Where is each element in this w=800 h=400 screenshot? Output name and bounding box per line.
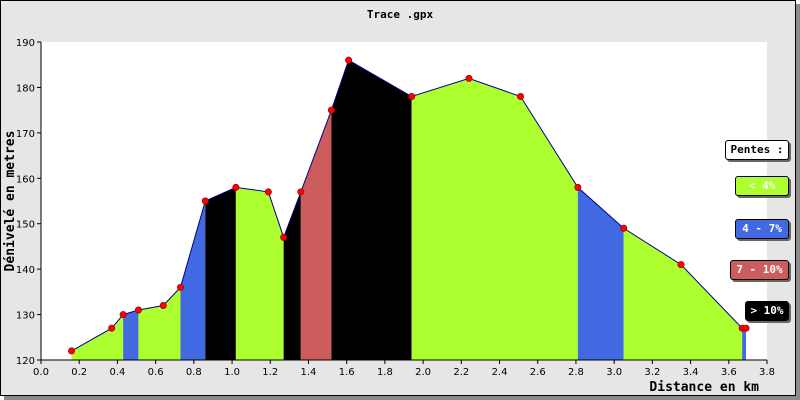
slope-segment xyxy=(577,187,624,360)
x-tick-label: 2.6 xyxy=(530,367,546,378)
point-markers xyxy=(68,56,750,355)
elevation-chart: Trace .gpx 0.0 0.2 0.4 0.6 0.8 1.0 1.2 1.4 1.6 1.… xyxy=(3,8,775,395)
x-axis-label: Distance en km xyxy=(649,380,759,395)
data-point xyxy=(297,188,305,196)
legend-title: Pentes : xyxy=(725,140,789,160)
x-tick-label: 3.0 xyxy=(606,367,622,378)
y-tick-label: 150 xyxy=(16,220,35,231)
data-point xyxy=(201,197,209,205)
y-tick-label: 130 xyxy=(16,311,35,322)
legend-item: < 4% xyxy=(735,176,789,196)
y-tick-label: 190 xyxy=(16,38,35,49)
x-ticks: 0.0 0.2 0.4 0.6 0.8 1.0 1.2 1.4 1.6 1.8 2.0 2.2 2.4 2… xyxy=(33,360,775,378)
x-tick-label: 2.2 xyxy=(453,367,469,378)
x-tick-label: 1.8 xyxy=(377,367,393,378)
data-point xyxy=(742,324,750,332)
chart-title: Trace .gpx xyxy=(367,8,434,21)
x-tick-label: 0.8 xyxy=(186,367,202,378)
slope-segment xyxy=(138,287,181,360)
slope-segment xyxy=(283,191,301,360)
x-tick-label: 2.0 xyxy=(415,367,431,378)
data-point xyxy=(280,233,288,241)
slope-segment xyxy=(235,187,284,360)
x-tick-label: 3.6 xyxy=(721,367,737,378)
data-point xyxy=(119,311,127,319)
x-tick-label: 3.8 xyxy=(759,367,775,378)
x-tick-label: 0.4 xyxy=(109,367,125,378)
x-tick-label: 0.0 xyxy=(33,367,49,378)
slope-segment xyxy=(623,228,743,360)
x-tick-label: 1.0 xyxy=(224,367,240,378)
y-tick-label: 170 xyxy=(16,129,35,140)
data-point xyxy=(264,188,272,196)
slope-segment xyxy=(411,78,578,360)
x-tick-label: 0.2 xyxy=(71,367,87,378)
x-tick-label: 1.4 xyxy=(301,367,317,378)
legend-item: > 10% xyxy=(745,301,789,321)
data-point xyxy=(677,261,685,269)
y-axis-label: Dénivelé en metres xyxy=(3,131,18,272)
x-tick-label: 1.6 xyxy=(339,367,355,378)
slope-segment xyxy=(123,310,139,360)
x-tick-label: 0.6 xyxy=(148,367,164,378)
data-point xyxy=(574,183,582,191)
y-tick-label: 180 xyxy=(16,83,35,94)
data-point xyxy=(232,183,240,191)
data-point xyxy=(134,306,142,314)
y-tick-label: 120 xyxy=(16,356,35,367)
slope-segment xyxy=(71,314,124,360)
data-point xyxy=(159,301,167,309)
data-point xyxy=(408,93,416,101)
y-ticks: 120 130 140 150 160 170 180 190 xyxy=(16,38,41,367)
y-tick-label: 140 xyxy=(16,265,35,276)
data-point xyxy=(345,56,353,64)
data-point xyxy=(465,74,473,82)
slope-segment xyxy=(331,60,412,361)
data-point xyxy=(108,324,116,332)
data-point xyxy=(327,106,335,114)
slope-segment xyxy=(180,201,206,360)
x-tick-label: 3.4 xyxy=(683,367,699,378)
data-point xyxy=(68,347,76,355)
data-point xyxy=(517,93,525,101)
y-tick-label: 160 xyxy=(16,174,35,185)
data-point xyxy=(620,224,628,232)
legend-item: 4 - 7% xyxy=(735,219,789,239)
x-tick-label: 2.8 xyxy=(568,367,584,378)
slope-segment xyxy=(742,328,746,360)
x-tick-label: 3.2 xyxy=(644,367,660,378)
x-tick-label: 2.4 xyxy=(492,367,508,378)
x-tick-label: 1.2 xyxy=(262,367,278,378)
slope-segment xyxy=(205,187,236,360)
legend-item: 7 - 10% xyxy=(730,260,789,280)
data-point xyxy=(176,283,184,291)
